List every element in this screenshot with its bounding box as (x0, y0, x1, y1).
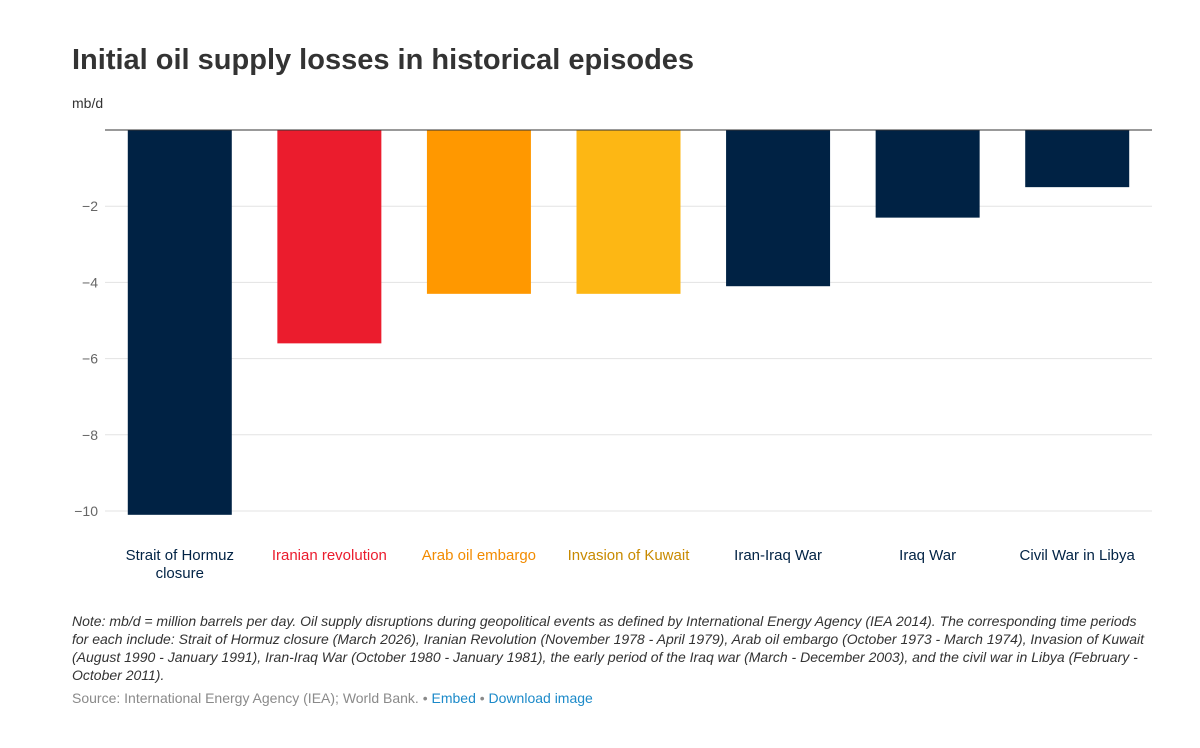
bar (127, 130, 232, 515)
bar (726, 130, 831, 287)
bar-chart: −2 −4 −6 −8 −10 Strait of Hormuz closure Irania… (74, 129, 1152, 582)
x-category-label: Arab oil embargo (422, 547, 536, 564)
x-category-label-line: Strait of Hormuz (126, 547, 234, 564)
bar (875, 130, 980, 218)
x-category-label-line: closure (156, 565, 204, 582)
embed-link[interactable]: Embed (431, 690, 476, 706)
x-category-label: Iraq War (899, 547, 956, 564)
x-category-label: Strait of Hormuz closure (126, 547, 234, 582)
x-category-label: Iranian revolution (272, 547, 387, 564)
bar (277, 130, 382, 344)
x-category-label-line: Iranian revolution (272, 547, 387, 564)
bar (576, 130, 681, 294)
y-tick-label: −6 (82, 351, 98, 367)
bullet-separator: • (479, 690, 489, 706)
x-category-label-line: Iraq War (899, 547, 956, 564)
chart-note: Note: mb/d = million barrels per day. Oi… (72, 613, 1145, 683)
y-tick-label: −4 (82, 274, 98, 290)
y-tick-label: −8 (82, 427, 98, 443)
chart-title: Initial oil supply losses in historical … (72, 44, 695, 76)
x-category-label-line: Iran-Iraq War (734, 547, 822, 564)
download-image-link[interactable]: Download image (488, 690, 593, 706)
x-category-label: Invasion of Kuwait (568, 547, 691, 564)
x-category-label-line: Civil War in Libya (1020, 547, 1136, 564)
source-text: Source: International Energy Agency (IEA… (72, 690, 419, 706)
bar (426, 130, 531, 294)
x-category-label: Civil War in Libya (1020, 547, 1136, 564)
x-category-label-line: Invasion of Kuwait (568, 547, 691, 564)
y-tick-label: −10 (74, 503, 98, 519)
x-category-label-line: Arab oil embargo (422, 547, 536, 564)
y-axis-unit-label: mb/d (72, 95, 104, 111)
bullet-separator: • (422, 690, 432, 706)
source-line: Source: International Energy Agency (IEA… (72, 690, 593, 706)
y-tick-label: −2 (82, 198, 98, 214)
bar (1025, 130, 1130, 188)
x-category-label: Iran-Iraq War (734, 547, 822, 564)
